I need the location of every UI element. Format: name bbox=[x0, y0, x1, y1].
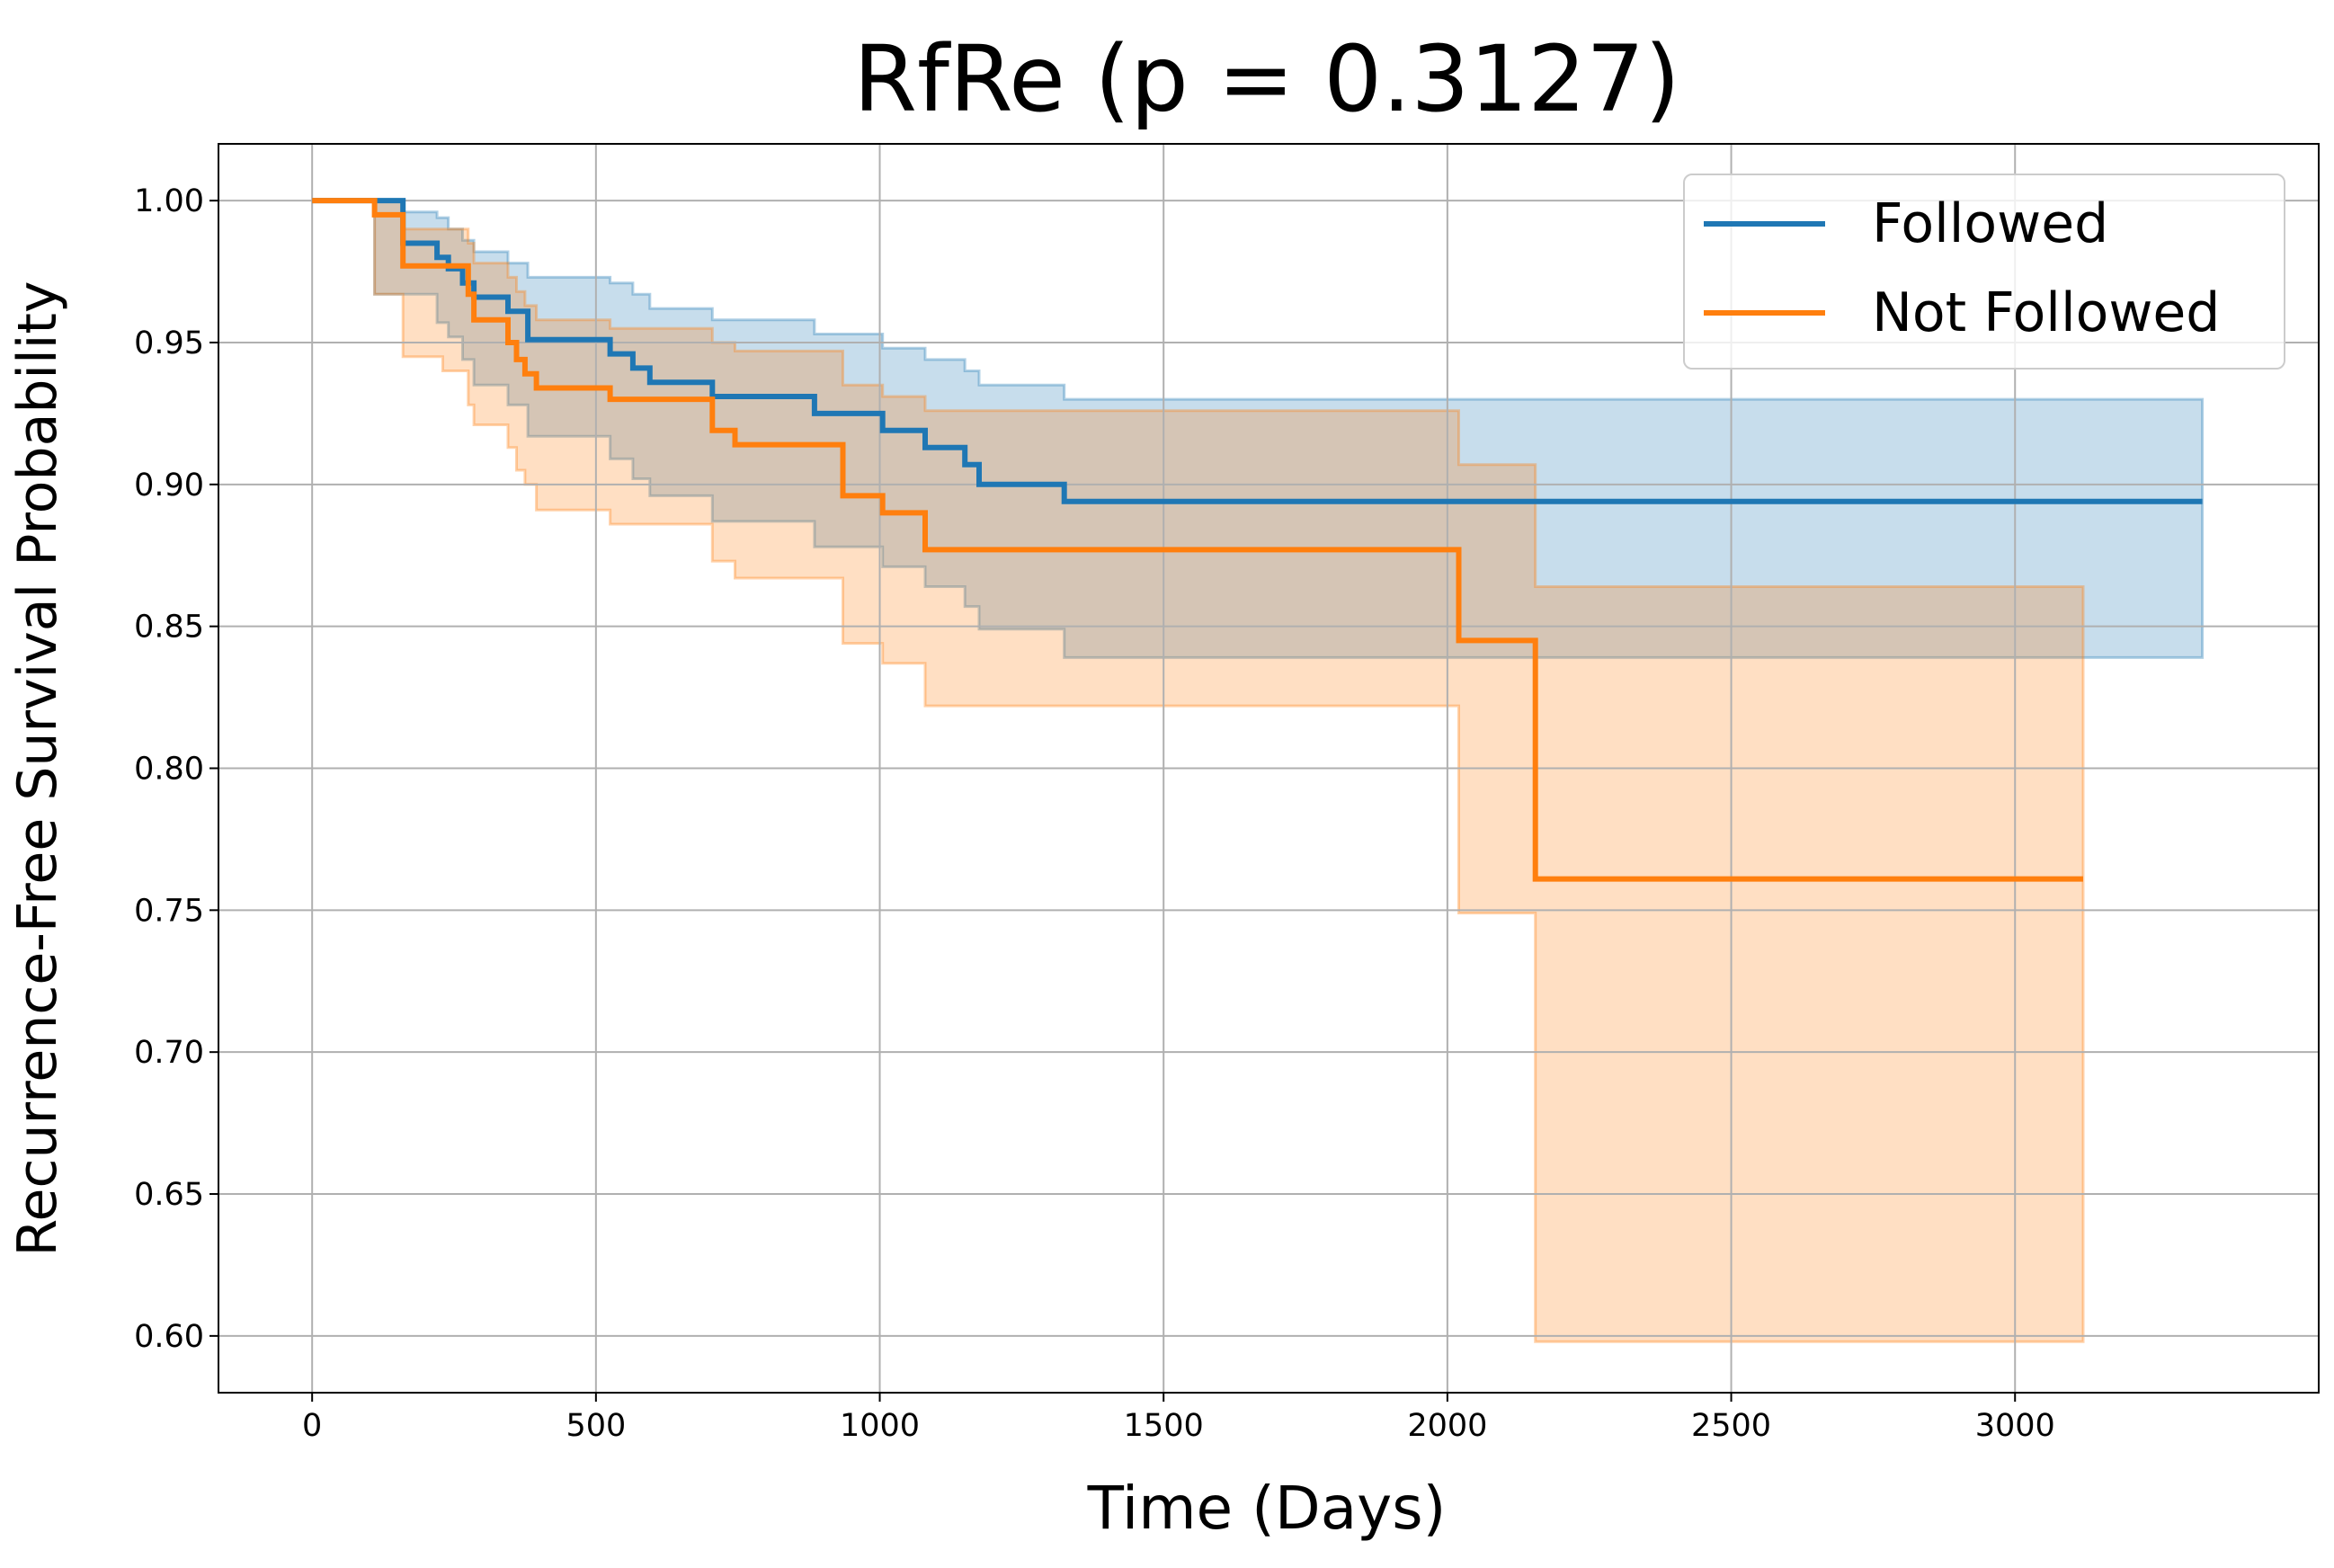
x-tick-label: 1500 bbox=[1124, 1408, 1204, 1444]
ci-band-not-followed bbox=[312, 199, 2085, 1343]
x-tick-label: 500 bbox=[566, 1408, 626, 1444]
x-axis-label: Time (Days) bbox=[1087, 1474, 1447, 1543]
survival-line-not-followed bbox=[312, 198, 2083, 882]
x-tick-label: 3000 bbox=[1975, 1408, 2055, 1444]
plot-area: 0 500 1000 1500 2000 2500 3000 0.60 0.65 0.70 0.7… bbox=[134, 143, 2320, 1444]
y-tick-label: 0.60 bbox=[134, 1319, 204, 1355]
legend[interactable]: Followed Not Followed bbox=[1683, 174, 2285, 370]
y-tick-label: 0.95 bbox=[134, 325, 204, 361]
y-tick-label: 0.65 bbox=[134, 1177, 204, 1213]
grid-lines bbox=[218, 144, 2319, 1393]
y-tick-label: 0.90 bbox=[134, 468, 204, 503]
confidence-bands bbox=[312, 199, 2205, 1343]
ci-band-followed bbox=[312, 199, 2205, 659]
y-tick-label: 0.70 bbox=[134, 1035, 204, 1071]
x-tick-label: 1000 bbox=[840, 1408, 920, 1444]
chart-title: RfRe (p = 0.3127) bbox=[853, 26, 1680, 133]
y-tick-label: 0.80 bbox=[134, 752, 204, 788]
y-axis-label: Recurrence-Free Survival Probability bbox=[6, 281, 69, 1257]
legend-label-not-followed: Not Followed bbox=[1872, 281, 2220, 344]
x-tick-label: 2500 bbox=[1691, 1408, 1771, 1444]
x-tick-label: 2000 bbox=[1407, 1408, 1487, 1444]
x-tick-label: 0 bbox=[302, 1408, 322, 1444]
x-axis-ticks: 0 500 1000 1500 2000 2500 3000 bbox=[302, 1393, 2055, 1444]
legend-box bbox=[1683, 174, 2285, 370]
y-tick-label: 0.85 bbox=[134, 610, 204, 646]
survival-curves bbox=[312, 198, 2203, 882]
y-tick-label: 0.75 bbox=[134, 893, 204, 929]
legend-label-followed: Followed bbox=[1872, 192, 2108, 255]
y-tick-label: 1.00 bbox=[134, 183, 204, 219]
y-axis-ticks: 0.60 0.65 0.70 0.75 0.80 0.85 0.90 0.95 1.00 bbox=[134, 183, 218, 1355]
